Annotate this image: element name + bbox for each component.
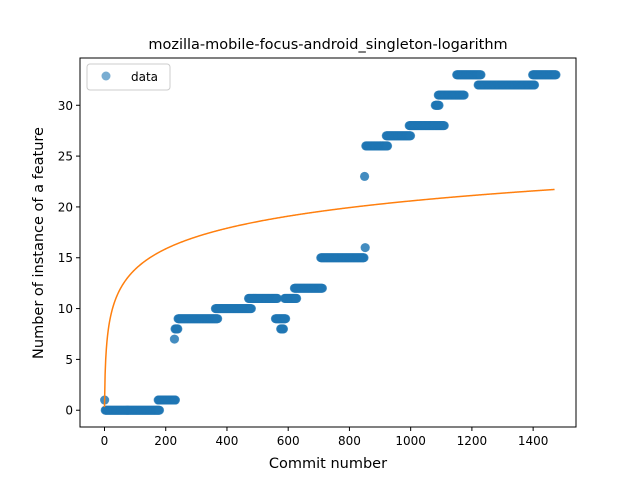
legend-box [86, 63, 171, 91]
plot-area [99, 70, 561, 415]
data-point [155, 405, 165, 415]
chart-title: mozilla-mobile-focus-android_singleton-l… [148, 37, 507, 53]
y-tick-label: 0 [65, 404, 73, 418]
legend-marker-data [101, 71, 111, 81]
legend-label-data: data [131, 70, 158, 84]
x-tick-label: 1000 [395, 434, 426, 448]
data-point [476, 70, 486, 80]
data-point [459, 90, 469, 100]
y-tick-label: 5 [65, 353, 73, 367]
data-point [173, 324, 183, 334]
data-series [99, 70, 561, 415]
data-point [360, 243, 370, 253]
y-tick-label: 20 [58, 200, 73, 214]
data-point [317, 283, 327, 293]
x-tick-label: 0 [101, 434, 109, 448]
data-point [360, 171, 370, 181]
data-point [171, 395, 181, 405]
y-tick-label: 10 [58, 302, 73, 316]
fit-line [103, 188, 555, 408]
data-point [292, 293, 302, 303]
data-point [359, 253, 369, 263]
x-axis: 0 200 400 600 800 1000 1200 1400 [101, 427, 549, 448]
data-point [530, 80, 540, 90]
data-point [406, 131, 416, 141]
data-point [279, 324, 289, 334]
y-axis-label: Number of instance of a feature [31, 127, 47, 359]
data-point [213, 314, 223, 324]
x-tick-label: 1200 [457, 434, 488, 448]
data-point [281, 314, 291, 324]
data-point [439, 121, 449, 131]
x-axis-label: Commit number [269, 456, 387, 472]
data-point [383, 141, 393, 151]
legend: data [86, 63, 171, 91]
data-point [170, 334, 180, 344]
y-axis: 0 5 10 15 20 25 30 [58, 99, 80, 418]
x-tick-label: 600 [277, 434, 300, 448]
x-tick-label: 800 [338, 434, 361, 448]
data-point [434, 100, 444, 110]
y-tick-label: 30 [58, 99, 73, 113]
data-point [551, 70, 561, 80]
plot-frame [79, 57, 577, 428]
data-point [246, 304, 256, 314]
y-tick-label: 15 [58, 251, 73, 265]
x-tick-label: 400 [216, 434, 239, 448]
data-point [272, 293, 282, 303]
x-tick-label: 1400 [518, 434, 549, 448]
x-tick-label: 200 [154, 434, 177, 448]
y-tick-label: 25 [58, 150, 73, 164]
